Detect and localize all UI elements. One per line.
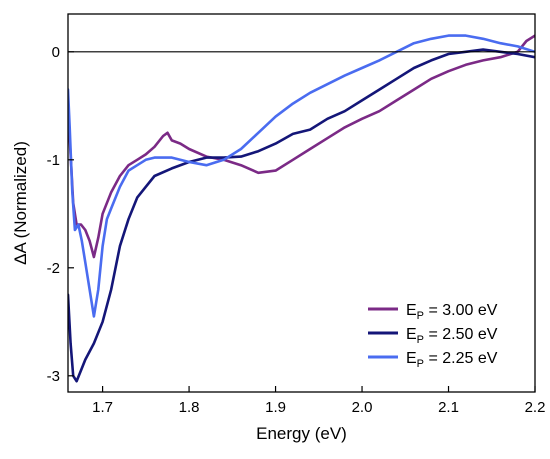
x-tick-label: 2.1 [438,399,459,416]
y-tick-label: 0 [52,44,60,61]
series-line-3 [68,34,535,318]
y-tick-label: -2 [47,260,60,277]
series-line-1 [68,34,535,259]
x-tick-label: 1.7 [92,399,113,416]
legend-label-2: EP = 2.50 eV [406,326,498,346]
legend: EP = 3.00 eV EP = 2.50 eV EP = 2.25 eV [368,302,498,370]
x-tick-label: 1.9 [265,399,286,416]
y-axis-label: ΔA (Normalized) [11,141,30,265]
plot-frame [67,13,536,393]
x-tick-label: 2.2 [525,399,546,416]
ticks-layer: 1.7 1.8 1.9 2.0 2.1 2.2 -3 -2 -1 0 [47,44,546,416]
series-layer [68,34,535,383]
x-tick-label: 2.0 [352,399,373,416]
series-line-2 [68,48,535,383]
legend-label-3: EP = 2.25 eV [406,350,498,370]
y-tick-label: -1 [47,152,60,169]
y-tick-label: -3 [47,368,60,385]
x-axis-label: Energy (eV) [256,424,347,443]
legend-label-1: EP = 3.00 eV [406,302,498,322]
x-tick-label: 1.8 [179,399,200,416]
